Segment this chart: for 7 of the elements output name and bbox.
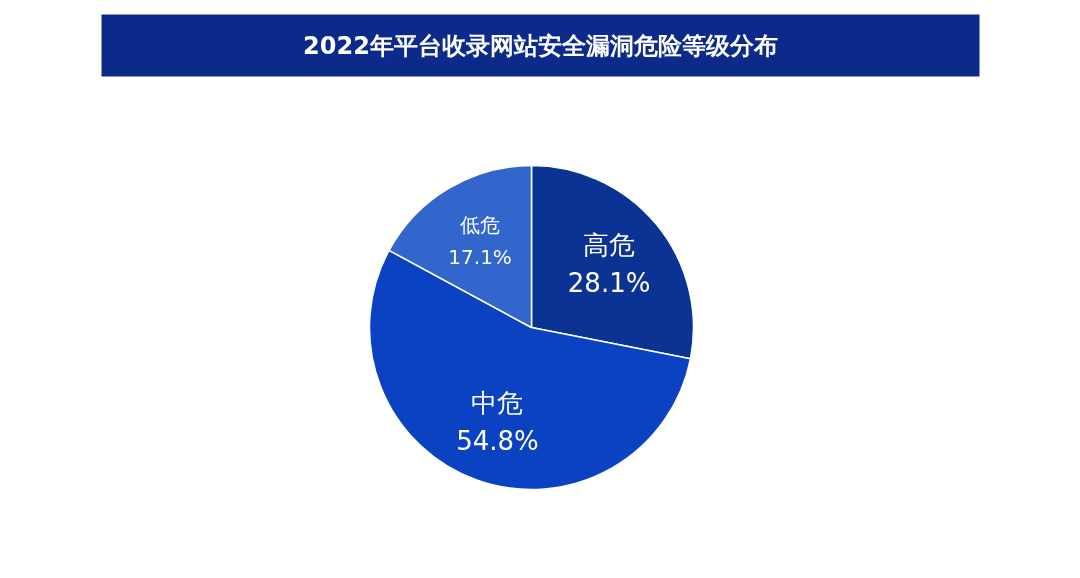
slice-label: 中危	[471, 388, 524, 418]
chart-title: 2022年平台收录网站安全漏洞危险等级分布	[303, 31, 778, 60]
data-label: 54.8%	[456, 426, 539, 456]
slice-label: 低危	[460, 213, 501, 238]
data-label: 28.1%	[567, 267, 651, 298]
slice-label: 高危	[583, 229, 636, 260]
data-label: 17.1%	[448, 245, 512, 270]
